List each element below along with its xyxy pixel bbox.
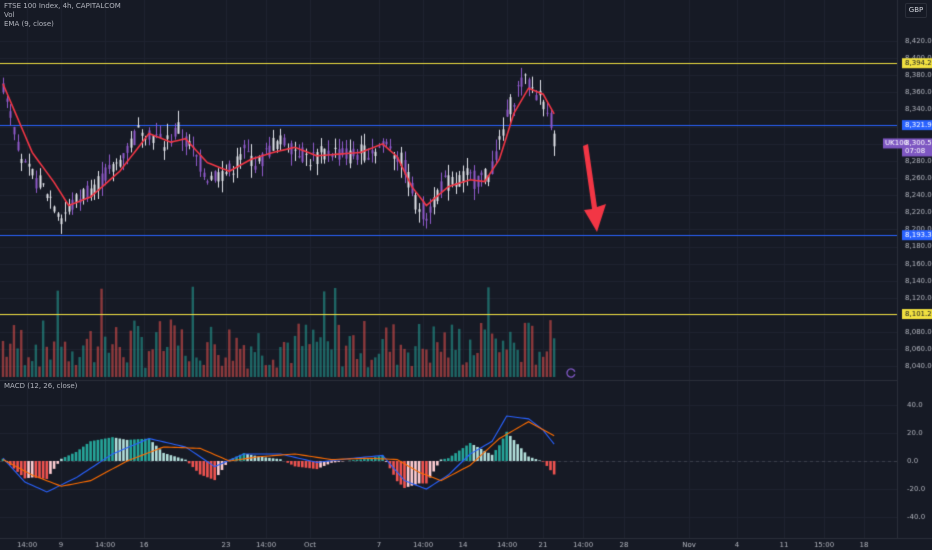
- currency-button[interactable]: GBP: [905, 3, 927, 18]
- macd-legend[interactable]: MACD (12, 26, close): [4, 382, 78, 390]
- volume-legend[interactable]: Vol: [4, 11, 15, 19]
- symbol-legend[interactable]: FTSE 100 Index, 4h, CAPITALCOM: [4, 2, 121, 10]
- ema-legend[interactable]: EMA (9, close): [4, 20, 54, 28]
